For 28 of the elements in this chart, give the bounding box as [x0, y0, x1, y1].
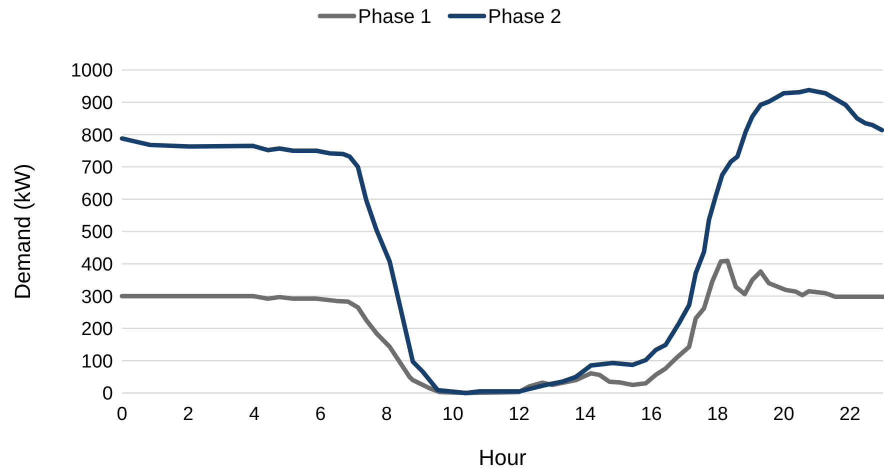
x-tick-label: 20 — [773, 404, 794, 425]
y-tick-label: 200 — [81, 319, 113, 340]
y-tick-label: 100 — [81, 351, 113, 372]
x-tick-label: 0 — [116, 404, 128, 425]
y-tick-label: 0 — [102, 384, 113, 405]
x-tick-label: 18 — [706, 404, 728, 425]
x-tick-label: 12 — [508, 404, 530, 425]
x-tick-label: 6 — [315, 404, 326, 425]
y-axis-title: Demand (kW) — [10, 164, 35, 300]
x-tick-label: 10 — [442, 404, 464, 425]
x-tick-label: 8 — [381, 404, 392, 425]
y-tick-label: 900 — [81, 92, 113, 114]
line-series — [120, 88, 884, 396]
y-tick-label: 600 — [81, 190, 113, 211]
legend-label: Phase 1 — [358, 6, 432, 28]
legend-label: Phase 2 — [488, 6, 562, 28]
x-tick-label: 14 — [574, 404, 596, 425]
y-tick-label: 1000 — [70, 60, 113, 82]
x-tick-label: 22 — [839, 404, 860, 425]
y-tick-label: 500 — [81, 222, 113, 244]
y-tick-label: 800 — [81, 125, 113, 146]
x-tick-label: 4 — [249, 404, 260, 425]
y-tick-label: 300 — [81, 286, 113, 308]
x-tick-label: 2 — [182, 404, 194, 425]
x-axis-title: Hour — [478, 445, 526, 470]
y-tick-label: 700 — [81, 158, 113, 179]
y-tick-label: 400 — [81, 254, 113, 276]
x-tick-label: 16 — [640, 404, 662, 425]
